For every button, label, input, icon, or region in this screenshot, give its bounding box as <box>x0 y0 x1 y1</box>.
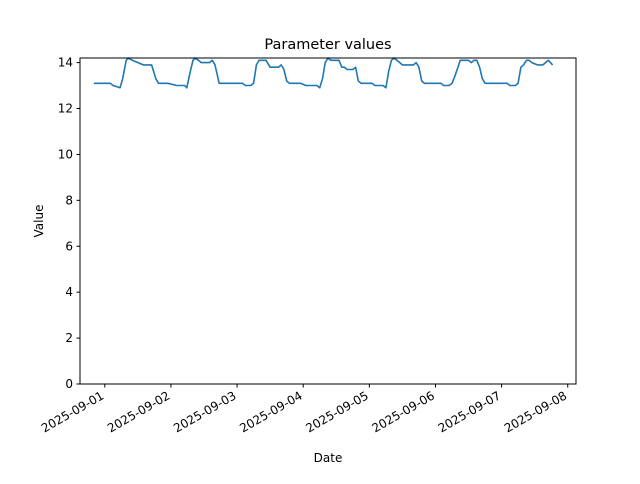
y-tick-label: 10 <box>58 147 73 161</box>
y-tick-label: 0 <box>65 377 73 391</box>
x-tick-label: 2025-09-01 <box>39 388 106 435</box>
x-tick-label: 2025-09-08 <box>502 388 569 435</box>
plot-frame <box>79 57 577 385</box>
y-tick-label: 2 <box>65 331 73 345</box>
x-tick-label: 2025-09-07 <box>436 388 503 435</box>
y-tick-label: 8 <box>65 193 73 207</box>
y-tick-label: 4 <box>65 285 73 299</box>
x-tick-label: 2025-09-06 <box>370 388 437 435</box>
y-axis-label: Value <box>32 205 46 238</box>
y-tick-label: 6 <box>65 239 73 253</box>
x-tick-label: 2025-09-02 <box>105 388 172 435</box>
series-line <box>93 57 554 89</box>
x-tick-label: 2025-09-04 <box>237 388 304 435</box>
chart-title: Parameter values <box>264 37 391 53</box>
y-tick-label: 14 <box>58 56 73 70</box>
x-tick-label: 2025-09-05 <box>303 388 370 435</box>
y-tick-label: 12 <box>58 102 73 116</box>
x-tick-label: 2025-09-03 <box>171 388 238 435</box>
x-axis-label: Date <box>314 451 343 465</box>
